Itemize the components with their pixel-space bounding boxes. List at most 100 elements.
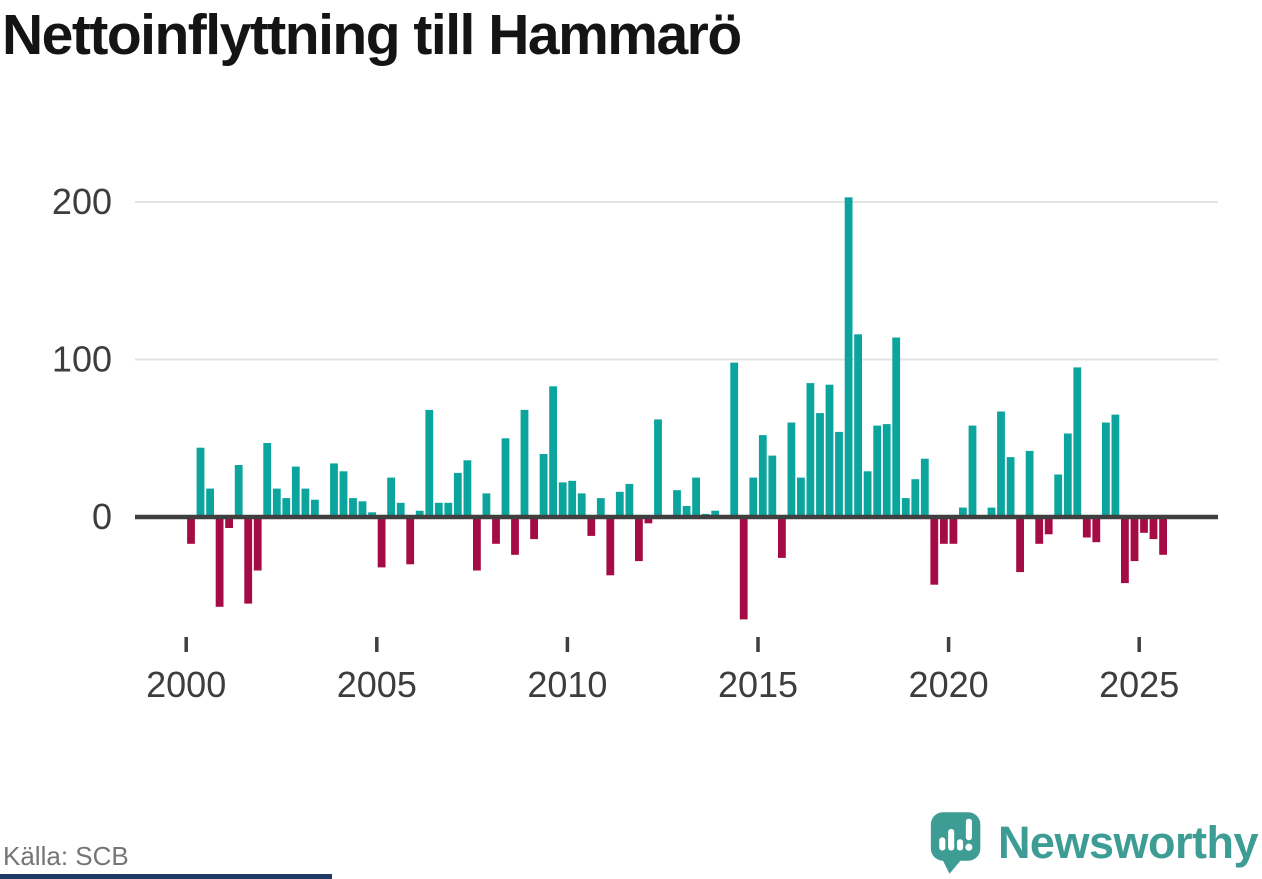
bar-2006-q2	[425, 409, 434, 517]
bar-2019-q3	[930, 517, 939, 585]
bar-2003-q1	[301, 488, 310, 517]
bar-2000-q4	[215, 517, 224, 607]
bar-2001-q1	[225, 517, 233, 528]
bar-2003-q2	[311, 499, 319, 517]
bar-chart: 0 100 200 2000 2005 2010 2015 2020 2025	[52, 181, 1218, 705]
bar-2025-q3	[1159, 517, 1167, 555]
footer-brand-strip	[0, 874, 332, 879]
bar-2014-q4	[749, 477, 758, 517]
bar-2016-q3	[816, 413, 824, 518]
x-axis-label-2010: 2010	[527, 664, 607, 705]
bar-2021-q2	[997, 411, 1005, 517]
bar-2016-q2	[806, 383, 815, 517]
bar-2010-q3	[587, 517, 596, 536]
bar-2020-q3	[968, 425, 977, 517]
bar-2023-q2	[1073, 367, 1082, 517]
bar-2000-q1	[187, 517, 195, 544]
newsworthy-wordmark: Newsworthy	[997, 817, 1259, 868]
bar-2019-q4	[940, 517, 948, 544]
bar-2000-q2	[196, 447, 205, 517]
bar-2018-q3	[892, 337, 901, 517]
bar-2014-q2	[730, 362, 739, 517]
bar-2020-q2	[959, 507, 967, 517]
bar-2024-q3	[1121, 517, 1129, 584]
x-axis-label-2020: 2020	[909, 664, 989, 705]
bar-2013-q4	[711, 510, 720, 517]
bar-2021-q4	[1016, 517, 1024, 573]
bar-2007-q4	[482, 493, 491, 517]
bar-2002-q3	[282, 498, 291, 517]
bar-2009-q4	[558, 482, 567, 517]
bar-2010-q1	[568, 480, 577, 517]
bar-2009-q1	[530, 517, 538, 540]
bar-2011-q2	[615, 491, 624, 517]
bar-2018-q4	[901, 498, 910, 517]
bar-2013-q2	[692, 477, 700, 517]
y-axis-label-0: 0	[92, 496, 112, 537]
bar-2005-q1	[377, 517, 386, 568]
bar-2017-q4	[863, 471, 872, 517]
bar-2020-q1	[949, 517, 958, 544]
bar-2021-q1	[987, 507, 996, 517]
bar-2012-q1	[644, 517, 653, 524]
bar-2002-q4	[291, 466, 300, 517]
bar-2012-q4	[673, 490, 681, 517]
bar-2022-q3	[1044, 517, 1053, 535]
bar-2022-q1	[1025, 450, 1034, 517]
bar-2009-q3	[549, 386, 557, 517]
bar-2008-q2	[501, 438, 510, 518]
bar-2007-q1	[453, 472, 462, 517]
bar-2008-q3	[511, 517, 519, 555]
bar-2006-q4	[444, 502, 453, 517]
bar-2000-q3	[206, 488, 214, 517]
bar-2019-q1	[911, 479, 920, 517]
bar-2005-q4	[406, 517, 415, 565]
bar-2018-q1	[873, 425, 882, 517]
bar-2015-q3	[778, 517, 786, 558]
bar-2004-q1	[339, 471, 348, 517]
bar-2016-q1	[797, 477, 805, 517]
bar-2008-q1	[492, 517, 500, 544]
bar-2006-q1	[415, 510, 424, 517]
x-axis-label-2005: 2005	[337, 664, 417, 705]
bar-2023-q1	[1063, 433, 1072, 517]
bar-2001-q4	[253, 517, 262, 571]
bar-2011-q1	[606, 517, 615, 576]
bar-2015-q1	[758, 435, 767, 517]
bar-2010-q2	[577, 493, 586, 517]
newsworthy-logo[interactable]: Newsworthy	[929, 810, 1259, 876]
bar-2013-q1	[682, 506, 691, 517]
bar-2014-q3	[739, 517, 748, 620]
bar-2025-q2	[1149, 517, 1158, 540]
bar-2025-q1	[1140, 517, 1148, 533]
bar-2008-q4	[520, 409, 529, 517]
x-axis-label-2015: 2015	[718, 664, 798, 705]
source-text: Källa: SCB	[3, 841, 129, 871]
bar-2017-q3	[854, 334, 862, 517]
bar-2005-q3	[396, 502, 405, 517]
bar-2015-q2	[768, 455, 777, 517]
bar-2011-q3	[625, 483, 634, 517]
bar-2017-q1	[835, 431, 843, 517]
bar-2021-q3	[1006, 457, 1015, 517]
bar-2018-q2	[882, 424, 891, 517]
bar-2024-q4	[1130, 517, 1139, 562]
bar-2022-q2	[1035, 517, 1044, 544]
bar-2005-q2	[387, 477, 395, 517]
bar-2022-q4	[1054, 474, 1063, 517]
bar-2023-q3	[1082, 517, 1091, 538]
bar-2011-q4	[635, 517, 643, 562]
bar-2019-q2	[920, 458, 929, 517]
bar-2016-q4	[825, 384, 834, 517]
bar-2010-q4	[596, 498, 605, 517]
bar-2006-q3	[434, 502, 443, 517]
bar-2007-q3	[473, 517, 481, 571]
bar-2003-q4	[330, 463, 338, 517]
bar-2004-q4	[368, 512, 376, 517]
x-axis-label-2000: 2000	[146, 664, 226, 705]
bar-2023-q4	[1092, 517, 1101, 543]
bar-2017-q2	[844, 197, 853, 518]
bar-2004-q3	[358, 501, 367, 518]
x-axis-label-2025: 2025	[1099, 664, 1179, 705]
